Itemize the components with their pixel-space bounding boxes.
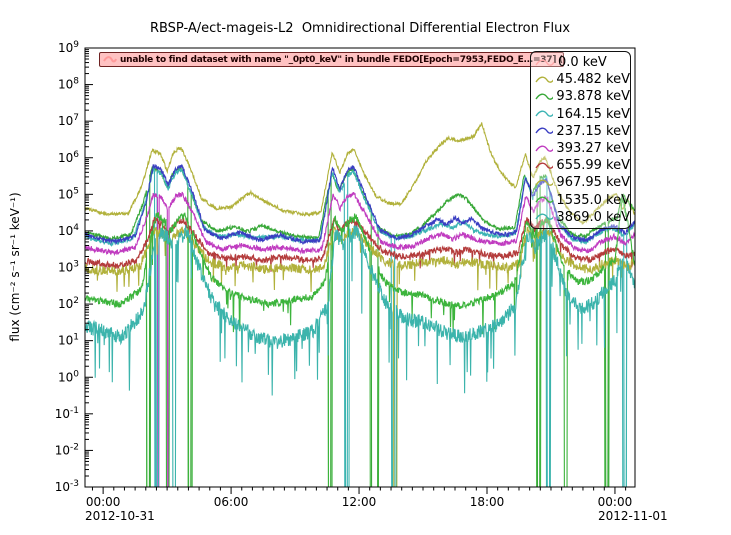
y-tick-label: 103 [58, 260, 79, 275]
x-start-date-label: 2012-10-31 [85, 509, 155, 523]
legend-swatch-line-icon [535, 162, 554, 169]
series-line-45.482-keV [85, 122, 635, 225]
legend-label: 655.99 keV [556, 158, 630, 174]
legend-item-655.99-keV[interactable]: 655.99 keV [531, 157, 630, 174]
y-tick-label: 106 [58, 150, 79, 165]
legend-item-237.15-keV[interactable]: 237.15 keV [531, 123, 630, 140]
legend-label: 237.15 keV [556, 123, 630, 139]
series-line-3869.0-keV [85, 225, 635, 487]
legend-label: 164.15 keV [556, 106, 630, 122]
x-tick-label: 00:00 [598, 495, 633, 509]
legend-item-0.0-keV[interactable]: 0.0 keV [531, 54, 630, 71]
legend-swatch-line-icon [535, 179, 554, 186]
legend-swatch-line-icon [535, 110, 554, 117]
series-line-1535.0-keV [85, 197, 635, 487]
y-tick-label: 107 [58, 113, 79, 128]
legend-swatch-line-icon [535, 76, 554, 83]
legend-item-93.878-keV[interactable]: 93.878 keV [531, 88, 630, 105]
legend-label: 93.878 keV [556, 89, 630, 105]
legend-label: 967.95 keV [556, 175, 630, 191]
x-tick-label: 00:00 [86, 495, 121, 509]
y-tick-label: 10-1 [55, 406, 79, 421]
legend-swatch-line-icon [535, 196, 554, 203]
y-tick-label: 104 [58, 223, 79, 238]
legend-label: 45.482 keV [556, 72, 630, 88]
y-tick-label: 102 [58, 296, 79, 311]
y-axis-label: flux (cm⁻² s⁻¹ sr⁻¹ keV⁻¹) [8, 192, 22, 341]
legend-item-3869.0-keV[interactable]: 3869.0 keV [531, 209, 630, 226]
y-tick-label: 109 [58, 40, 79, 55]
y-tick-label: 100 [58, 369, 79, 384]
warning-message-box: unable to find dataset with name "_0pt0_… [99, 52, 564, 67]
legend-item-393.27-keV[interactable]: 393.27 keV [531, 140, 630, 157]
x-tick-label: 06:00 [214, 495, 249, 509]
legend-item-967.95-keV[interactable]: 967.95 keV [531, 174, 630, 191]
legend-label: 1535.0 keV [556, 192, 630, 208]
legend-label: 0.0 keV [558, 55, 607, 71]
y-tick-label: 108 [58, 77, 79, 92]
legend-item-1535.0-keV[interactable]: 1535.0 keV [531, 192, 630, 209]
legend-label: 3869.0 keV [556, 209, 630, 225]
legend-item-164.15-keV[interactable]: 164.15 keV [531, 106, 630, 123]
y-tick-label: 101 [58, 333, 79, 348]
series-line-393.27-keV [85, 191, 635, 487]
plot-title: RBSP-A/ect-mageis-L2 Omnidirectional Dif… [149, 21, 571, 36]
legend-swatch-line-icon [535, 59, 555, 66]
x-tick-label: 12:00 [342, 495, 377, 509]
y-tick-label: 10-2 [55, 442, 79, 457]
warning-text: unable to find dataset with name "_0pt0_… [120, 54, 563, 65]
legend-box[interactable]: 0.0 keV 45.482 keV 93.878 keV 164.15 keV 237… [530, 51, 631, 229]
x-end-date-label: 2012-11-01 [598, 509, 668, 523]
legend-item-45.482-keV[interactable]: 45.482 keV [531, 71, 630, 88]
legend-swatch-line-icon [535, 145, 554, 152]
legend-swatch-line-icon [535, 93, 554, 100]
x-tick-label: 18:00 [470, 495, 505, 509]
legend-label: 393.27 keV [556, 141, 630, 157]
legend-swatch-line-icon [535, 127, 554, 135]
warning-series-line-icon [103, 55, 117, 62]
y-tick-label: 105 [58, 186, 79, 201]
y-tick-label: 10-3 [55, 479, 79, 494]
y-axis-ticks[interactable]: 109 108 107 106 105 104 103 102 101 100 10-1 10-2 10… [55, 40, 93, 494]
legend-swatch-line-icon [535, 213, 554, 221]
